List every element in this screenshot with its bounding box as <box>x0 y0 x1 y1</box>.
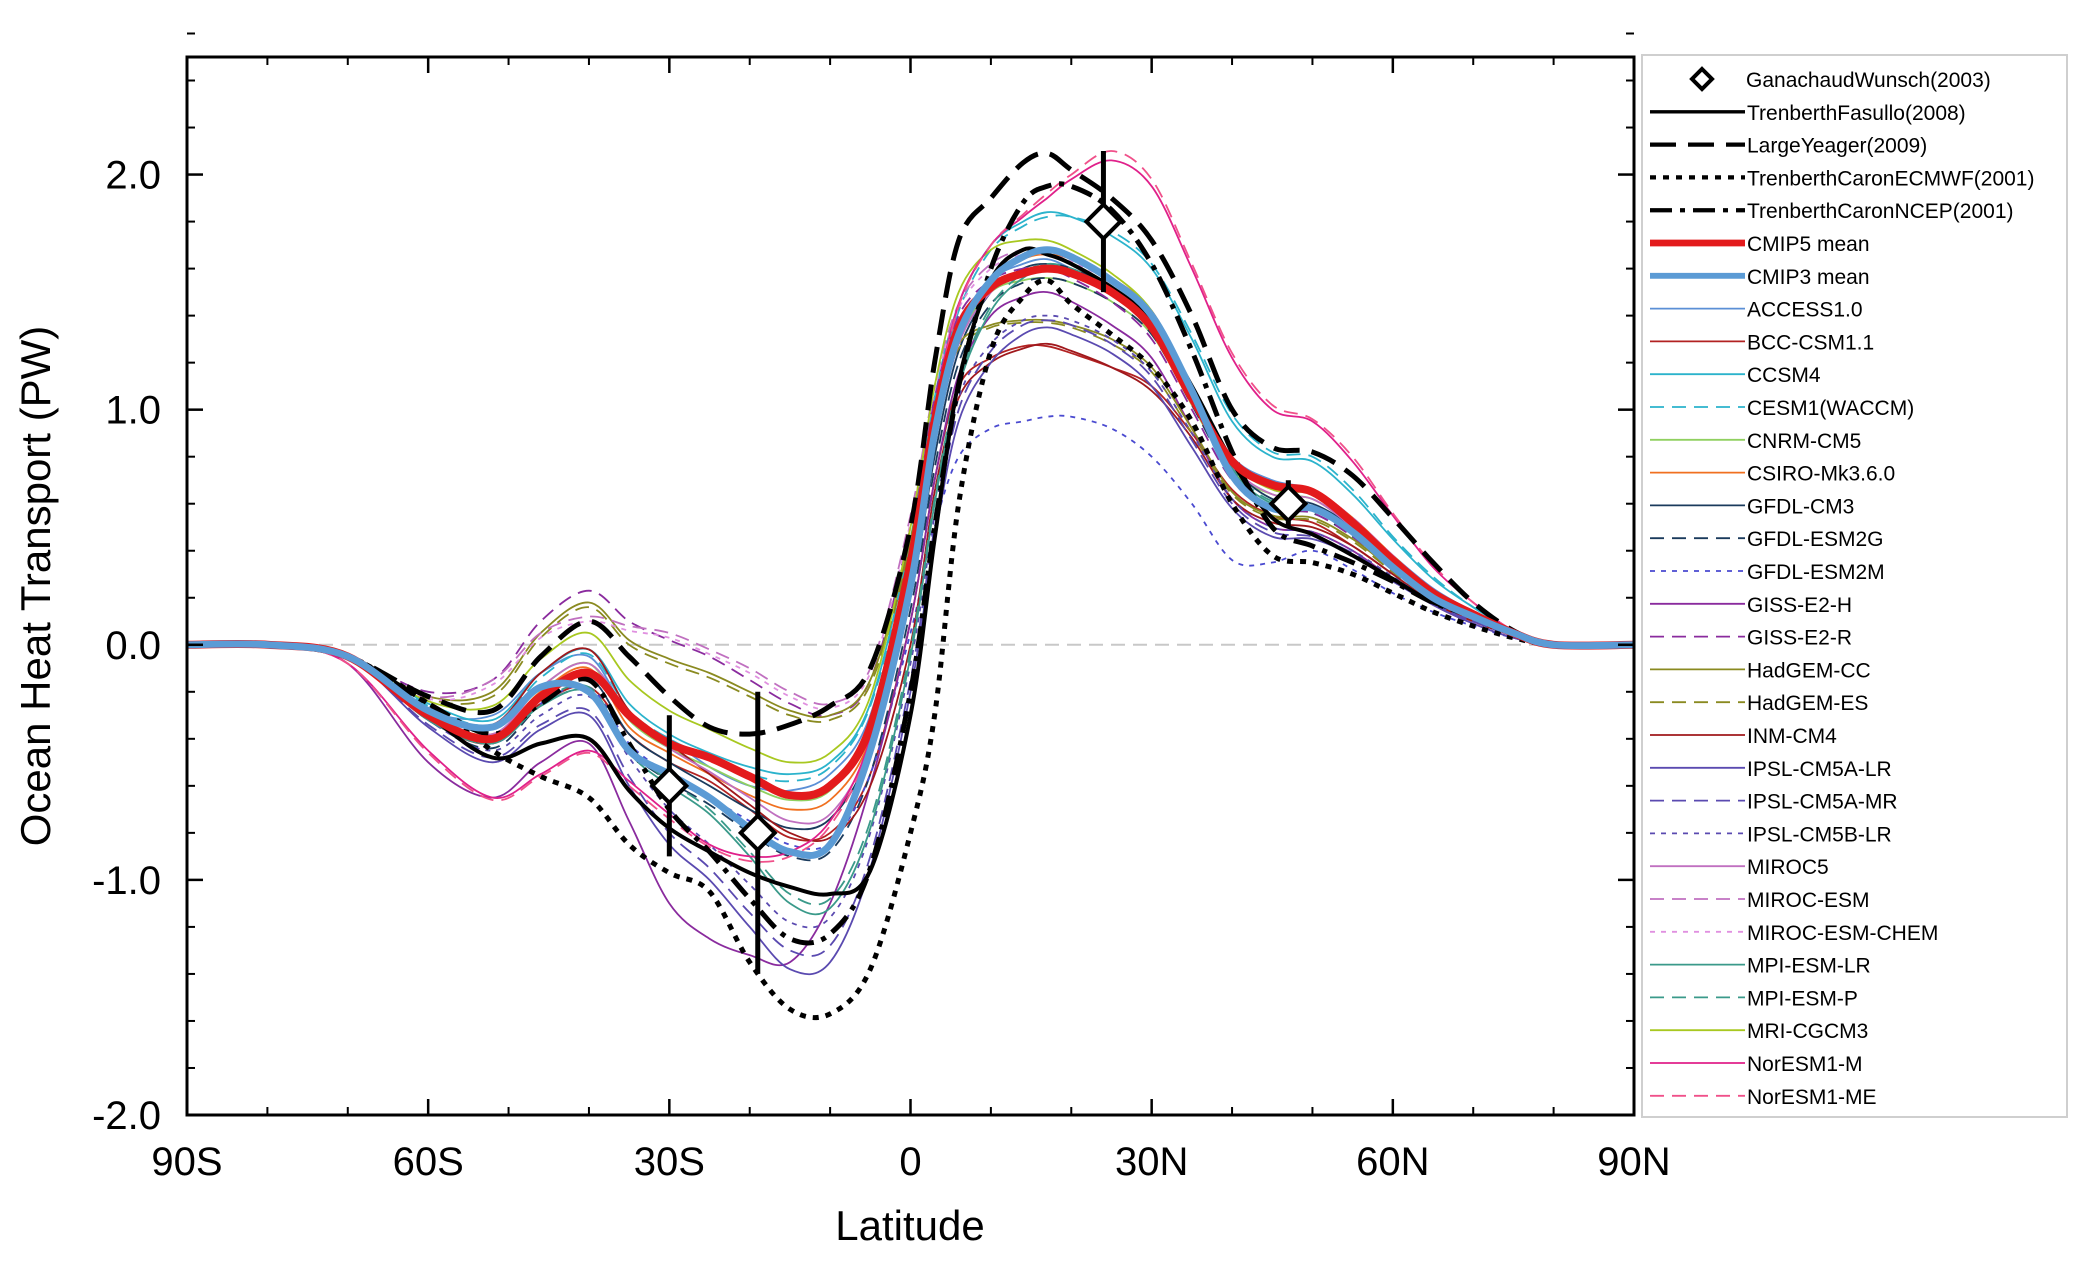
series-line-largeyeager-2009 <box>186 150 1635 737</box>
series-line-ipsl-cm5a-mr <box>186 319 1635 957</box>
legend-label: TrenberthFasullo(2008) <box>1747 102 1966 125</box>
legend-item-noresm1-me: NorESM1-ME <box>1650 1086 1877 1109</box>
obs-point-marker <box>737 813 778 853</box>
legend-label: CSIRO-Mk3.6.0 <box>1747 463 1895 486</box>
legend-label: IPSL-CM5A-LR <box>1747 758 1892 781</box>
legend-label: GFDL-ESM2G <box>1747 528 1884 551</box>
legend-label: BCC-CSM1.1 <box>1747 331 1874 354</box>
obs-point-marker <box>1268 483 1309 524</box>
y-tick-label: 2.0 <box>105 154 161 198</box>
legend-label: NorESM1-M <box>1747 1053 1863 1076</box>
legend-item-inm-cm4: INM-CM4 <box>1650 725 1837 748</box>
legend-item-cnrm-cm5: CNRM-CM5 <box>1650 430 1861 453</box>
legend-item-mpi-esm-p: MPI-ESM-P <box>1650 987 1858 1010</box>
legend-item-mpi-esm-lr: MPI-ESM-LR <box>1650 955 1871 978</box>
legend-label: CCSM4 <box>1747 364 1821 387</box>
legend-label: GISS-E2-R <box>1747 627 1852 650</box>
legend-label: MIROC-ESM-CHEM <box>1747 922 1938 945</box>
legend-item-hadgem-cc: HadGEM-CC <box>1650 659 1871 682</box>
legend-label: TrenberthCaronECMWF(2001) <box>1747 167 2034 190</box>
legend-item-ganachaudwunsch-2003: GanachaudWunsch(2003) <box>1689 66 1991 92</box>
legend-item-ccsm4: CCSM4 <box>1650 364 1821 387</box>
y-tick-label: 0.0 <box>105 624 161 668</box>
legend-label: ACCESS1.0 <box>1747 299 1863 322</box>
x-tick-label: 30S <box>634 1140 705 1184</box>
legend-label: IPSL-CM5A-MR <box>1747 791 1898 814</box>
series-line-noresm1-me <box>186 150 1635 863</box>
legend-item-cmip5-mean: CMIP5 mean <box>1650 233 1870 256</box>
legend-item-noresm1-m: NorESM1-M <box>1650 1053 1863 1076</box>
y-tick-label: 1.0 <box>105 389 161 433</box>
legend-label: HadGEM-ES <box>1747 692 1868 715</box>
series-line-trenberthcaronecmwf-2001 <box>186 277 1635 1021</box>
legend-item-gfdl-esm2m: GFDL-ESM2M <box>1650 561 1885 584</box>
legend-item-giss-e2-h: GISS-E2-H <box>1650 594 1852 617</box>
y-axis-title: Ocean Heat Transport (PW) <box>12 326 59 847</box>
y-tick-label: -2.0 <box>92 1094 161 1138</box>
legend-item-ipsl-cm5a-lr: IPSL-CM5A-LR <box>1650 758 1892 781</box>
x-tick-label: 30N <box>1115 1140 1188 1184</box>
series-line-noresm1-m <box>186 159 1635 858</box>
x-tick-label: 0 <box>899 1140 921 1184</box>
legend-label: HadGEM-CC <box>1747 659 1871 682</box>
legend-label: CNRM-CM5 <box>1747 430 1861 453</box>
legend-item-cesm1-waccm: CESM1(WACCM) <box>1650 397 1914 420</box>
legend-label: GFDL-CM3 <box>1747 495 1854 518</box>
legend-label: MPI-ESM-P <box>1747 987 1858 1010</box>
legend-label: CMIP5 mean <box>1747 233 1870 256</box>
x-axis-title: Latitude <box>835 1202 984 1249</box>
legend-item-cmip3-mean: CMIP3 mean <box>1650 266 1870 289</box>
legend-item-largeyeager-2009: LargeYeager(2009) <box>1650 135 1927 158</box>
x-tick-label: 60S <box>393 1140 464 1184</box>
series-line-cesm1-waccm <box>186 214 1635 783</box>
legend-item-hadgem-es: HadGEM-ES <box>1650 692 1868 715</box>
legend-label: CMIP3 mean <box>1747 266 1870 289</box>
legend-item-miroc-esm-chem: MIROC-ESM-CHEM <box>1650 922 1938 945</box>
legend-item-miroc-esm: MIROC-ESM <box>1650 889 1870 912</box>
legend-label: MRI-CGCM3 <box>1747 1020 1868 1043</box>
x-tick-label: 60N <box>1356 1140 1429 1184</box>
legend-label: CESM1(WACCM) <box>1747 397 1914 420</box>
series-line-giss-e2-h <box>186 291 1635 967</box>
legend-label: MPI-ESM-LR <box>1747 955 1871 978</box>
series-line-gfdl-esm2m <box>186 414 1635 851</box>
legend-item-mri-cgcm3: MRI-CGCM3 <box>1650 1020 1868 1043</box>
legend-label: GFDL-ESM2M <box>1747 561 1885 584</box>
legend-label: MIROC5 <box>1747 856 1829 879</box>
legend-label: IPSL-CM5B-LR <box>1747 823 1892 846</box>
legend-item-csiro-mk3-6-0: CSIRO-Mk3.6.0 <box>1650 463 1895 486</box>
x-tick-label: 90S <box>151 1140 222 1184</box>
legend-item-miroc5: MIROC5 <box>1650 856 1829 879</box>
legend-label: MIROC-ESM <box>1747 889 1870 912</box>
legend-label: GISS-E2-H <box>1747 594 1852 617</box>
legend-box <box>1641 54 2068 1118</box>
legend-item-trenberthcaronncep-2001: TrenberthCaronNCEP(2001) <box>1650 200 2014 223</box>
legend-item-ipsl-cm5b-lr: IPSL-CM5B-LR <box>1650 823 1892 846</box>
series-line-miroc-esm <box>186 247 1635 706</box>
legend-swatch-marker <box>1689 66 1715 92</box>
y-tick-label: -1.0 <box>92 859 161 903</box>
series-line-cmip3-mean <box>186 246 1635 859</box>
legend-item-trenberthfasullo-2008: TrenberthFasullo(2008) <box>1650 102 1966 125</box>
legend-item-bcc-csm1-1: BCC-CSM1.1 <box>1650 331 1874 354</box>
legend-item-gfdl-esm2g: GFDL-ESM2G <box>1650 528 1884 551</box>
legend-label: GanachaudWunsch(2003) <box>1746 69 1991 92</box>
obs-point-marker <box>649 766 690 806</box>
x-tick-label: 90N <box>1597 1140 1670 1184</box>
legend-label: INM-CM4 <box>1747 725 1837 748</box>
legend: GanachaudWunsch(2003) TrenberthFasullo(20… <box>1650 66 2034 1109</box>
legend-item-giss-e2-r: GISS-E2-R <box>1650 627 1852 650</box>
legend-item-trenberthcaronecmwf-2001: TrenberthCaronECMWF(2001) <box>1650 167 2034 190</box>
legend-label: NorESM1-ME <box>1747 1086 1877 1109</box>
legend-item-gfdl-cm3: GFDL-CM3 <box>1650 495 1854 518</box>
legend-label: TrenberthCaronNCEP(2001) <box>1747 200 2014 223</box>
legend-item-access1-0: ACCESS1.0 <box>1650 299 1863 322</box>
legend-item-ipsl-cm5a-mr: IPSL-CM5A-MR <box>1650 791 1898 814</box>
legend-label: LargeYeager(2009) <box>1747 135 1927 158</box>
obs-point-marker <box>1083 201 1124 242</box>
